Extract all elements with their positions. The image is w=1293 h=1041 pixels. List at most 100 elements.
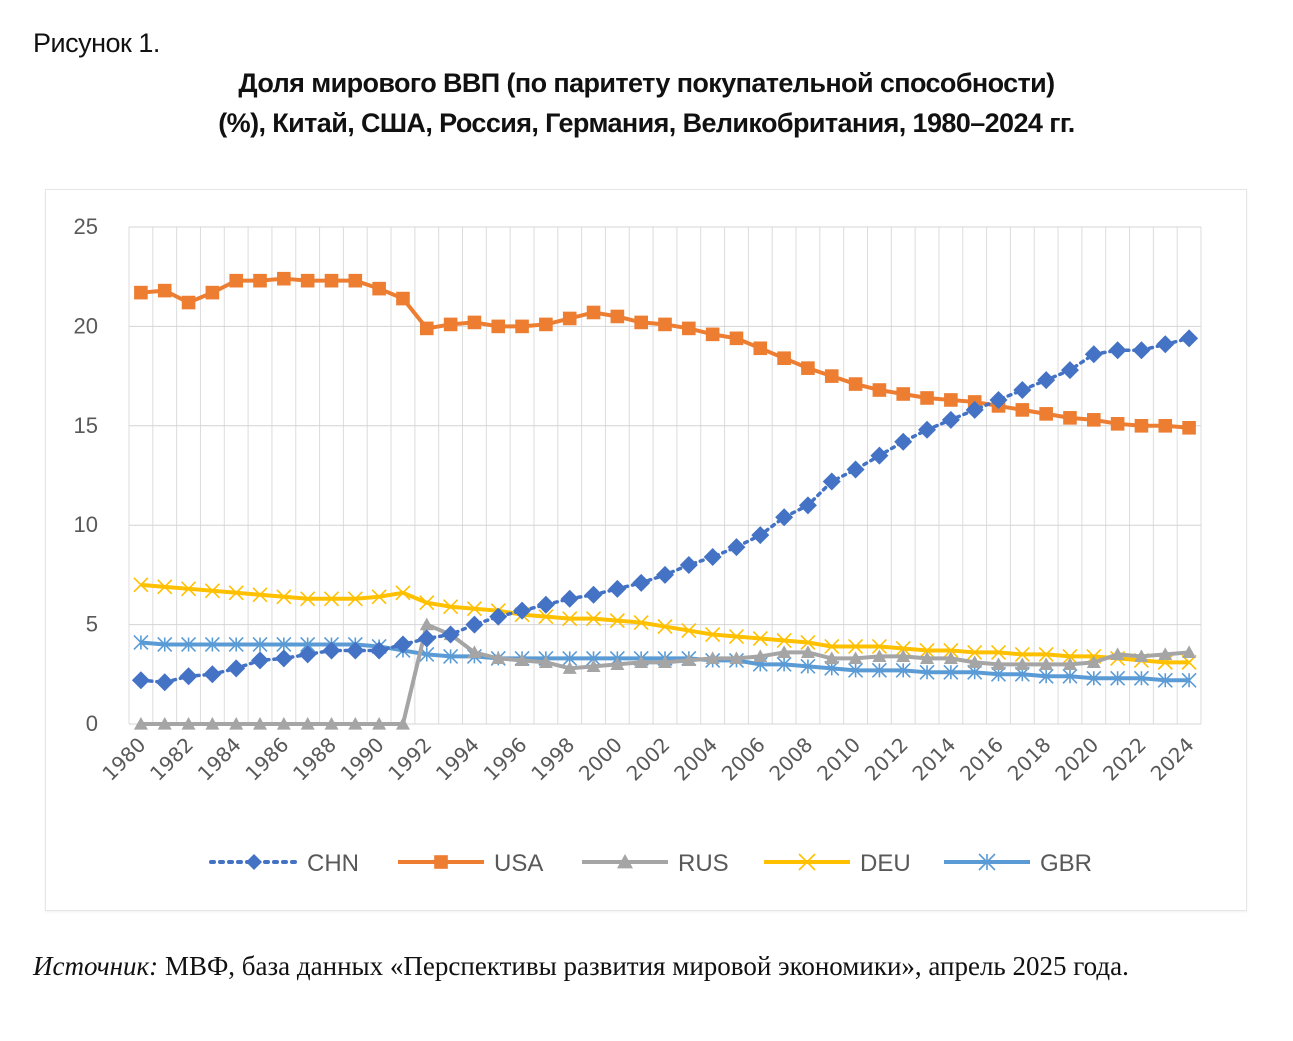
data-point-rus-2006	[753, 649, 768, 663]
data-point-gbr-2013	[919, 664, 935, 680]
data-point-rus-2018	[1039, 657, 1054, 670]
data-point-usa-2000	[610, 309, 625, 324]
data-point-usa-2005	[729, 331, 744, 346]
x-tick-label: 2010	[812, 733, 865, 786]
data-point-usa-2011	[872, 383, 887, 397]
data-point-gbr-2023	[1157, 672, 1173, 688]
data-point-deu-1985	[252, 587, 268, 603]
data-point-deu-1988	[323, 591, 340, 607]
data-point-rus-1990	[372, 717, 387, 730]
data-point-usa-2012	[896, 387, 911, 401]
data-point-rus-1986	[276, 717, 291, 730]
data-point-usa-2009	[824, 369, 839, 383]
data-point-usa-1980	[134, 285, 148, 300]
data-point-rus-2019	[1062, 657, 1077, 670]
data-point-rus-2013	[920, 651, 935, 664]
data-point-deu-2016	[990, 644, 1007, 660]
figure-label: Рисунок 1.	[33, 28, 160, 58]
data-point-deu-2004	[705, 626, 721, 643]
data-point-rus-1989	[348, 717, 363, 730]
x-tick-label: 1980	[97, 733, 150, 786]
data-point-chn-1999	[584, 585, 603, 604]
data-point-usa-1998	[562, 311, 577, 326]
data-point-rus-2015	[967, 655, 982, 668]
legend-marker-usa	[434, 855, 448, 869]
legend-item-gbr: GBR	[944, 850, 1092, 877]
data-point-chn-1990	[370, 641, 389, 660]
data-point-chn-2004	[703, 548, 722, 567]
data-point-chn-1986	[274, 649, 293, 668]
data-point-deu-1986	[276, 589, 292, 605]
data-point-deu-2011	[871, 638, 887, 655]
series-chn	[131, 329, 1199, 692]
data-point-rus-1992	[419, 617, 434, 631]
data-point-rus-2016	[991, 657, 1006, 670]
data-point-chn-1982	[179, 667, 198, 686]
y-tick-label: 20	[74, 313, 98, 338]
legend-label-chn: CHN	[307, 850, 359, 877]
data-point-gbr-2021	[1110, 670, 1126, 686]
data-point-rus-1991	[395, 717, 410, 730]
data-point-rus-2005	[729, 651, 744, 664]
data-point-chn-1988	[322, 641, 341, 660]
data-point-usa-1988	[324, 273, 339, 288]
data-point-gbr-1981	[157, 636, 173, 653]
data-point-usa-1982	[181, 295, 196, 310]
data-point-usa-1997	[539, 317, 553, 332]
data-point-usa-1994	[467, 315, 482, 330]
data-point-gbr-1984	[228, 636, 244, 653]
data-point-chn-1981	[155, 673, 174, 692]
x-tick-label: 1982	[145, 733, 198, 786]
y-tick-label: 10	[74, 512, 98, 537]
data-point-chn-1991	[393, 635, 412, 654]
data-point-gbr-2024	[1181, 672, 1197, 688]
data-point-deu-2017	[1014, 646, 1030, 662]
x-tick-label: 1994	[431, 733, 484, 786]
legend-marker-chn	[246, 854, 262, 870]
data-point-gbr-1985	[252, 636, 268, 653]
data-point-deu-2006	[752, 630, 768, 647]
data-point-gbr-2018	[1038, 668, 1054, 684]
source-label: Источник:	[33, 951, 159, 981]
data-point-usa-2021	[1110, 417, 1125, 431]
x-tick-label: 1996	[479, 733, 532, 786]
x-tick-label: 2018	[1003, 733, 1056, 786]
data-point-usa-2020	[1087, 413, 1101, 427]
data-point-rus-2002	[658, 655, 672, 668]
data-point-rus-1999	[586, 659, 601, 672]
data-point-deu-2014	[943, 642, 959, 659]
data-point-usa-1985	[253, 273, 267, 288]
x-tick-label: 2022	[1098, 733, 1151, 786]
data-point-chn-2023	[1156, 335, 1175, 354]
x-tick-label: 1986	[240, 733, 293, 786]
data-point-rus-2020	[1086, 655, 1101, 668]
x-tick-label: 2014	[907, 733, 960, 786]
data-point-deu-1981	[157, 579, 173, 595]
data-point-deu-1998	[562, 611, 578, 627]
data-point-gbr-2010	[848, 662, 864, 678]
data-point-chn-2022	[1132, 341, 1151, 360]
data-point-chn-2010	[846, 460, 865, 479]
data-point-gbr-2012	[895, 662, 911, 678]
legend-label-deu: DEU	[860, 850, 911, 877]
data-point-rus-1998	[562, 661, 577, 674]
data-point-rus-2022	[1134, 649, 1149, 663]
data-point-rus-1997	[538, 655, 553, 668]
series-line-deu	[140, 582, 1190, 665]
x-tick-label: 2004	[669, 733, 722, 786]
data-point-chn-2000	[608, 579, 627, 598]
data-point-gbr-2019	[1062, 668, 1078, 684]
data-point-deu-2007	[776, 632, 792, 649]
data-point-deu-2013	[919, 642, 935, 659]
data-point-gbr-1993	[443, 648, 459, 664]
data-point-usa-1996	[515, 319, 529, 334]
data-point-usa-2022	[1134, 419, 1149, 433]
data-point-chn-2003	[679, 555, 698, 574]
data-point-chn-2024	[1180, 329, 1199, 348]
data-point-rus-1982	[181, 717, 196, 730]
data-point-gbr-2011	[871, 662, 887, 678]
x-tick-label: 1992	[383, 733, 436, 786]
data-point-deu-2003	[681, 622, 697, 639]
data-point-deu-2000	[609, 613, 625, 629]
series-usa	[134, 271, 1196, 435]
